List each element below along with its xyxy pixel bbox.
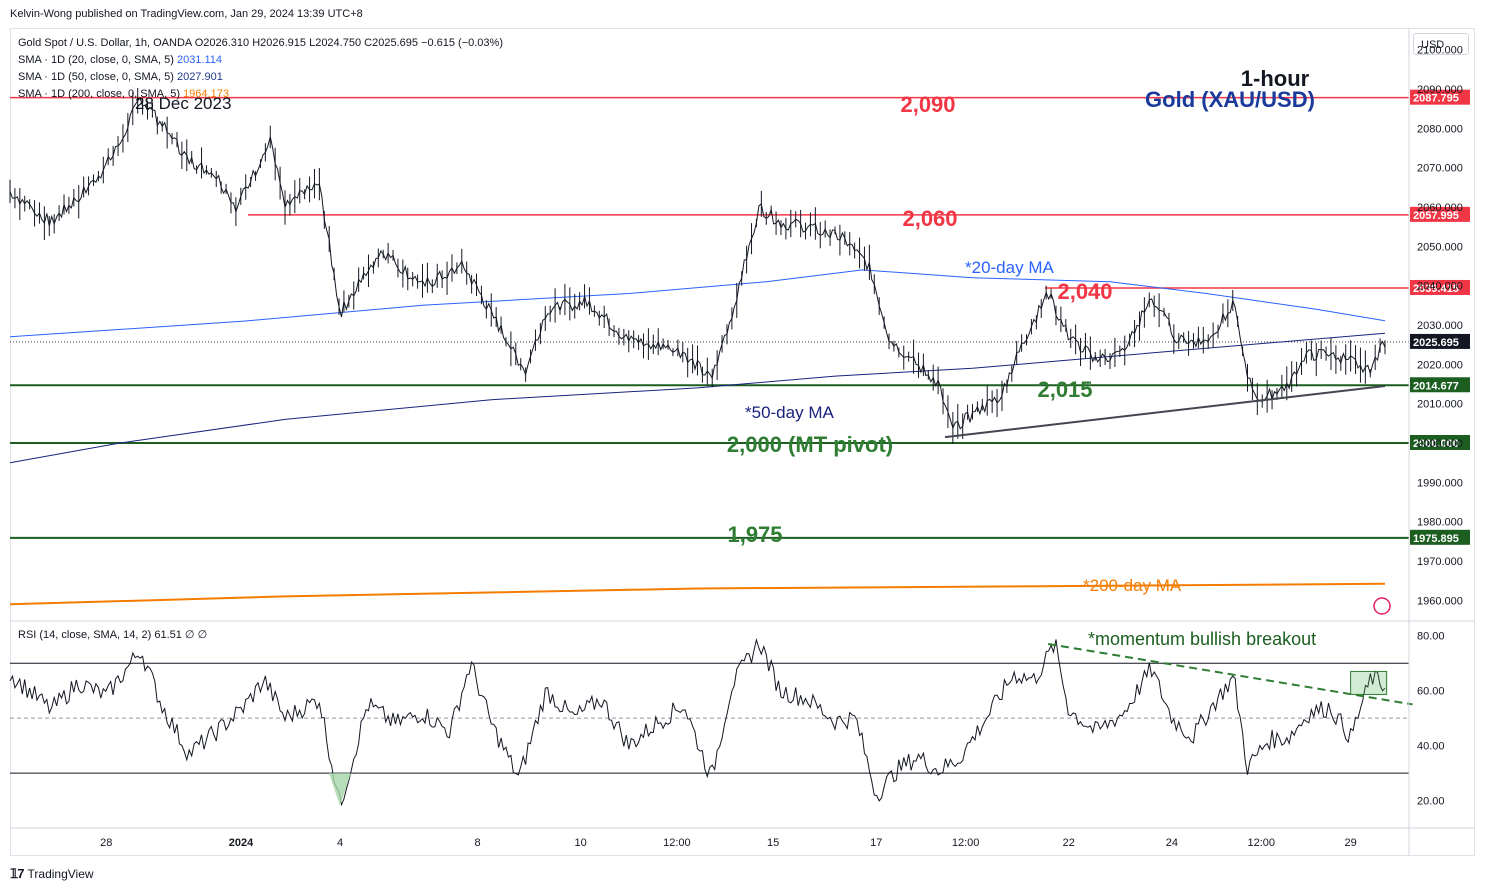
rsi-legend-value: 61.51 ∅ ∅ [154, 629, 207, 641]
level-price-tag-label: 2014.677 [1413, 380, 1459, 392]
level-price-tag-label: 2087.795 [1413, 93, 1459, 105]
sma-legend-row: SMA · 1D (20, close, 0, SMA, 5) 2031.114 [18, 54, 222, 66]
rsi-breakout-box [1350, 670, 1388, 695]
time-tick-label: 12:00 [663, 837, 691, 849]
sma-legend-value: 1964.173 [183, 88, 229, 100]
ma-line [9, 582, 1386, 606]
date-high-label: 28 Dec 2023 [135, 94, 231, 113]
level-label: 2,040 [1057, 279, 1112, 304]
price-tick-label: 2010.000 [1417, 399, 1463, 411]
level-price-tag-label: 2000.000 [1413, 438, 1459, 450]
symbol-legend: Gold Spot / U.S. Dollar, 1h, OANDA O2026… [18, 37, 503, 49]
price-tick-label: 2070.000 [1417, 163, 1463, 175]
tradingview-logo-icon: 𝟙7 [10, 866, 24, 881]
price-series [9, 88, 1386, 444]
level-label: 2,090 [900, 92, 955, 117]
rsi-oversold-fill [329, 773, 351, 807]
sma-legend-value: 2027.901 [177, 71, 223, 83]
ohlc-o: O2026.310 [195, 37, 253, 49]
time-tick-label: 22 [1063, 837, 1075, 849]
moving-averages [9, 269, 1386, 606]
price-tick-label: 2030.000 [1417, 320, 1463, 332]
level-label: 2,015 [1037, 377, 1092, 402]
currency-button[interactable]: USD [1413, 33, 1469, 55]
rsi-tick-label: 20.00 [1417, 796, 1445, 808]
footer: 𝟙7 TradingView [10, 866, 94, 882]
rsi-legend: RSI (14, close, SMA, 14, 2) 61.51 ∅ ∅ [18, 629, 207, 641]
price-tick-label: 1960.000 [1417, 595, 1463, 607]
timeframe-title: 1-hour [1241, 66, 1310, 91]
level-price-tag [1410, 529, 1470, 545]
level-price-tag [1410, 279, 1470, 295]
chart-title: Gold (XAU/USD) [1145, 87, 1315, 112]
last-price-tag [1410, 333, 1470, 349]
time-tick-label: 4 [337, 837, 343, 849]
price-line [9, 96, 1386, 430]
sma-legend-row: SMA · 1D (200, close, 0, SMA, 5) 1964.17… [18, 88, 229, 100]
rsi-pane [9, 637, 1413, 807]
level-price-tag-label: 1975.895 [1413, 533, 1459, 545]
publish-line: Kelvin-Wong published on TradingView.com… [10, 8, 363, 20]
ohlc-h: H2026.915 [252, 37, 309, 49]
trendlines [944, 384, 1386, 439]
price-tick-label: 2000.000 [1417, 438, 1463, 450]
price-tick-label: 2050.000 [1417, 241, 1463, 253]
alert-icon [1373, 597, 1391, 615]
price-tick-label: 2060.000 [1417, 202, 1463, 214]
rsi-line [9, 637, 1386, 807]
price-tick-label: 1980.000 [1417, 517, 1463, 529]
time-tick-label: 15 [767, 837, 779, 849]
time-tick-label: 17 [870, 837, 882, 849]
legend: Gold Spot / U.S. Dollar, 1h, OANDA O2026… [18, 37, 503, 641]
level-price-tag [1410, 435, 1470, 450]
time-tick-label: 2024 [229, 837, 254, 849]
rsi-tick-label: 60.00 [1417, 686, 1445, 698]
ma200-label: *200-day MA [1083, 576, 1182, 595]
time-tick-label: 10 [575, 837, 587, 849]
price-tick-label: 1990.000 [1417, 477, 1463, 489]
rsi-tick-label: 40.00 [1417, 741, 1445, 753]
level-label: 2,000 (MT pivot) [727, 432, 893, 457]
rsi-dashed-trendline [1047, 642, 1413, 706]
level-price-tag-label: 2039.415 [1413, 283, 1459, 295]
rising-trendline [944, 384, 1386, 439]
ma50-label: *50-day MA [745, 403, 834, 422]
price-tick-label: 2040.000 [1417, 281, 1463, 293]
time-tick-label: 28 [100, 837, 112, 849]
time-tick-label: 24 [1166, 837, 1178, 849]
horizontal-levels: 2087.795 2057.995 2039.415 2014.677 2000.000… [10, 89, 1470, 545]
sma-legend-value: 2031.114 [177, 54, 222, 66]
level-price-tag [1410, 377, 1470, 393]
last-price-tag-label: 2025.695 [1413, 337, 1459, 349]
rsi-tick-label: 80.00 [1417, 631, 1445, 643]
ohlc-l: L2024.750 [309, 37, 364, 49]
rsi-note: *momentum bullish breakout [1088, 629, 1316, 649]
ohlc-c: C2025.695 [364, 37, 421, 49]
level-label: 1,975 [727, 522, 782, 547]
ma20-label: *20-day MA [965, 258, 1054, 277]
price-tick-label: 2090.000 [1417, 84, 1463, 96]
price-tick-label: 2020.000 [1417, 359, 1463, 371]
footer-brand[interactable]: TradingView [27, 867, 94, 881]
level-label: 2,060 [902, 206, 957, 231]
ohlc-chg: −0.615 (−0.03%) [421, 37, 503, 49]
price-tick-label: 1970.000 [1417, 556, 1463, 568]
price-tick-label: 2080.000 [1417, 123, 1463, 135]
sma-legend-row: SMA · 1D (50, close, 0, SMA, 5) 2027.901 [18, 71, 223, 83]
time-tick-label: 29 [1345, 837, 1357, 849]
price-tick-label: 2100.000 [1417, 45, 1463, 57]
time-tick-label: 12:00 [952, 837, 980, 849]
time-tick-label: 8 [474, 837, 480, 849]
level-price-tag-label: 2057.995 [1413, 210, 1459, 222]
axes: 2100.000 2090.000 2080.000 2070.000 2060.000… [10, 28, 1475, 856]
level-price-tag [1410, 89, 1470, 105]
level-price-tag [1410, 206, 1470, 222]
ma-line [9, 332, 1386, 464]
time-tick-label: 12:00 [1247, 837, 1275, 849]
ma-line [9, 269, 1386, 338]
